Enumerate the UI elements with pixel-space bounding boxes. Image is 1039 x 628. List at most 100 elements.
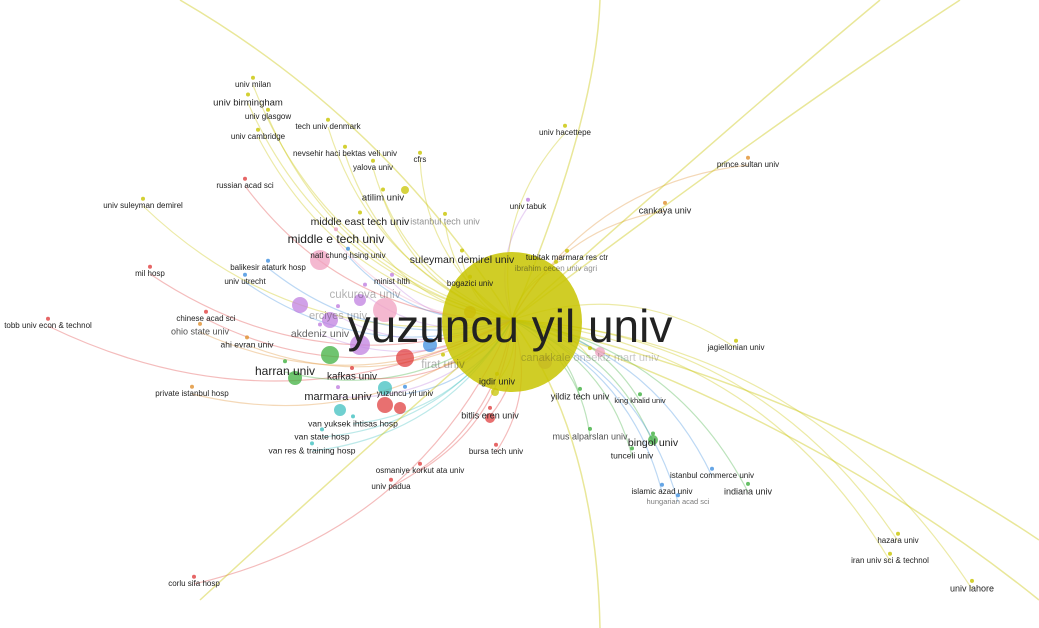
node-bubble: [192, 574, 196, 579]
node-bubble: [418, 150, 422, 155]
node-label: balikesir ataturk hosp: [230, 263, 306, 272]
node-bubble: [378, 381, 392, 395]
node-bubble: [141, 196, 145, 201]
node-bubble: [204, 309, 208, 314]
node-bubble: [676, 493, 680, 498]
node-label: prince sultan univ: [717, 160, 779, 169]
node-label: bursa tech univ: [469, 447, 523, 456]
node-label: bitlis eren univ: [461, 410, 519, 420]
node-label: univ lahore: [950, 583, 994, 593]
node-label: univ glasgow: [245, 112, 291, 121]
node-label: tubitak marmara res ctr: [526, 253, 609, 262]
node-label: russian acad sci: [216, 181, 274, 190]
node-label: jagiellonian univ: [707, 343, 765, 352]
node-label: corlu sifa hosp: [168, 579, 220, 588]
node-bubble: [288, 371, 302, 385]
edge: [511, 319, 973, 590]
node-bubble: [565, 248, 569, 253]
node-label: marmara univ: [304, 391, 372, 403]
node-label: islamic azad univ: [632, 487, 693, 496]
node-label: hungarian acad sci: [647, 497, 710, 506]
node-label: middle e tech univ: [288, 232, 385, 246]
node-bubble: [441, 352, 445, 357]
node-label: erciyes univ: [309, 310, 368, 322]
node-label: hazara univ: [877, 536, 918, 545]
node-label: univ milan: [235, 80, 271, 89]
node-bubble: [418, 461, 422, 466]
node-label: istanbul commerce univ: [670, 471, 754, 480]
node-bubble: [198, 321, 202, 326]
node-bubble: [563, 123, 567, 128]
node-bubble: [495, 371, 499, 376]
node-label: univ hacettepe: [539, 128, 592, 137]
node-bubble: [394, 402, 406, 414]
edge: [511, 319, 1039, 541]
node-bubble: [630, 446, 634, 451]
node-label: univ suleyman demirel: [103, 201, 183, 210]
node-label: univ birmingham: [213, 98, 283, 109]
node-bubble: [190, 384, 194, 389]
node-bubble: [363, 282, 367, 287]
node-label: tunceli univ: [611, 450, 654, 460]
node-label: van res & training hosp: [269, 445, 356, 455]
node-label: ibrahim cecen univ agri: [515, 264, 597, 273]
node-label: cankaya univ: [639, 205, 692, 215]
node-label: igdir univ: [479, 376, 516, 386]
node-label: iran univ sci & technol: [851, 556, 929, 565]
node-bubble: [373, 298, 397, 322]
node-bubble: [660, 482, 664, 487]
node-bubble: [734, 338, 738, 343]
node-bubble: [578, 386, 582, 391]
node-bubble: [334, 404, 346, 416]
node-bubble: [389, 477, 393, 482]
node-bubble: [334, 227, 338, 232]
node-label: univ cambridge: [231, 132, 286, 141]
node-label: bingol univ: [628, 437, 679, 449]
node-bubble: [336, 385, 340, 390]
node-bubble: [354, 294, 366, 306]
node-bubble: [266, 107, 270, 112]
node-bubble: [396, 349, 414, 367]
node-bubble: [710, 466, 714, 471]
node-bubble: [554, 259, 558, 264]
node-label: firat univ: [421, 359, 465, 371]
node-bubble: [326, 117, 330, 122]
node-bubble: [310, 441, 314, 446]
node-label: tobb univ econ & technol: [4, 321, 92, 330]
node-bubble: [423, 338, 437, 352]
node-bubble: [401, 186, 409, 194]
bubbles: [46, 75, 974, 583]
node-bubble: [888, 551, 892, 556]
node-label: yildiz tech univ: [551, 391, 610, 401]
node-bubble: [351, 414, 355, 419]
node-bubble: [336, 304, 340, 309]
edge: [511, 319, 1039, 601]
node-label: canakkale onsekiz mart univ: [521, 352, 660, 364]
node-bubble: [148, 264, 152, 269]
node-label: cukurova univ: [330, 289, 401, 301]
node-bubble: [245, 335, 249, 340]
node-label: private istanbul hosp: [155, 389, 229, 398]
node-label: chinese acad sci: [176, 314, 235, 323]
node-bubble: [488, 405, 492, 410]
node-label: yuzuncu yil univ: [348, 300, 673, 352]
node-label: nevsehir haci bektas veli univ: [293, 149, 397, 158]
node-bubble: [346, 246, 350, 251]
node-bubble: [746, 155, 750, 160]
node-bubble: [350, 366, 354, 370]
node-label: indiana univ: [724, 486, 773, 496]
node-label: istanbul tech univ: [410, 216, 480, 226]
node-bubble: [526, 197, 530, 202]
node-bubble: [266, 258, 270, 263]
node-label: yalova univ: [353, 163, 393, 172]
node-bubble: [283, 359, 287, 364]
node-bubble: [468, 274, 472, 279]
node-bubble: [638, 392, 642, 397]
node-bubble: [485, 413, 495, 423]
node-bubble: [381, 187, 385, 192]
node-bubble: [321, 346, 339, 364]
node-label: bogazici univ: [447, 279, 493, 288]
node-label: suleyman demirel univ: [410, 254, 515, 266]
node-label: van state hosp: [294, 431, 350, 441]
node-bubble: [310, 250, 330, 270]
